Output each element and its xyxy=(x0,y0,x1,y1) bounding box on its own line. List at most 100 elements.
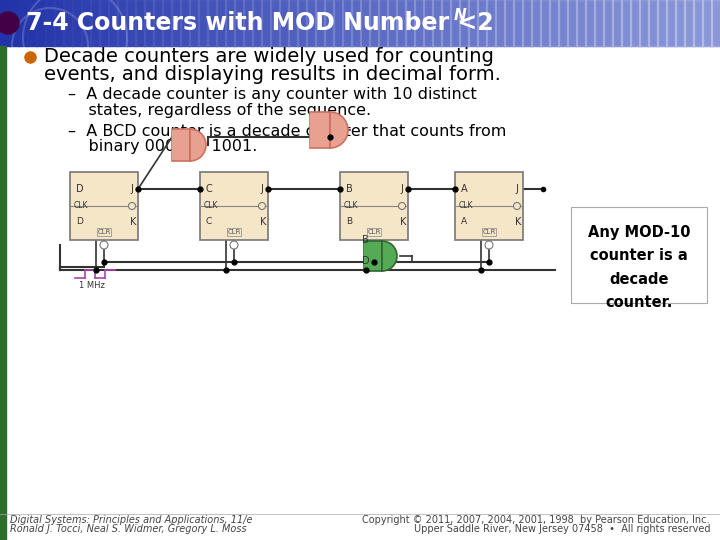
Bar xyxy=(243,0,253,46)
Bar xyxy=(531,0,541,46)
Bar xyxy=(306,0,316,46)
Bar xyxy=(486,0,496,46)
Bar xyxy=(684,0,694,46)
Bar xyxy=(360,0,370,46)
Bar xyxy=(171,0,181,46)
Circle shape xyxy=(398,202,405,210)
Text: J: J xyxy=(130,184,133,194)
FancyBboxPatch shape xyxy=(340,172,408,240)
Text: CLK: CLK xyxy=(344,201,359,211)
Text: CLR: CLR xyxy=(482,229,495,235)
Wedge shape xyxy=(382,241,397,271)
Text: D: D xyxy=(362,256,369,266)
Bar xyxy=(666,0,676,46)
Bar xyxy=(207,0,217,46)
Bar xyxy=(693,0,703,46)
Bar xyxy=(432,0,442,46)
Bar xyxy=(54,0,64,46)
Bar xyxy=(198,0,208,46)
Bar xyxy=(180,0,190,46)
Bar xyxy=(216,0,226,46)
Bar xyxy=(18,0,28,46)
Bar xyxy=(36,0,46,46)
FancyBboxPatch shape xyxy=(455,172,523,240)
Bar xyxy=(234,0,244,46)
Bar xyxy=(441,0,451,46)
Bar xyxy=(135,0,145,46)
Bar xyxy=(387,0,397,46)
Circle shape xyxy=(100,241,108,249)
Text: CLR: CLR xyxy=(367,229,381,235)
Bar xyxy=(594,0,604,46)
Bar xyxy=(342,0,352,46)
Bar xyxy=(630,0,640,46)
Bar xyxy=(495,0,505,46)
Text: CLK: CLK xyxy=(204,201,218,211)
Bar xyxy=(270,0,280,46)
Bar xyxy=(459,0,469,46)
Bar xyxy=(234,0,244,46)
Text: CLK: CLK xyxy=(74,201,89,211)
Bar xyxy=(90,0,100,46)
Bar xyxy=(405,0,415,46)
Bar xyxy=(9,0,19,46)
Bar xyxy=(486,0,496,46)
Bar xyxy=(72,0,82,46)
Bar xyxy=(342,0,352,46)
Bar xyxy=(450,0,460,46)
Bar xyxy=(243,0,253,46)
Bar xyxy=(351,0,361,46)
Bar xyxy=(711,0,720,46)
Bar xyxy=(333,0,343,46)
Bar xyxy=(702,0,712,46)
Bar xyxy=(648,0,658,46)
Bar xyxy=(477,0,487,46)
Bar xyxy=(585,0,595,46)
Bar xyxy=(108,0,118,46)
Text: D: D xyxy=(76,184,84,194)
Circle shape xyxy=(513,202,521,210)
Bar xyxy=(558,0,568,46)
Bar xyxy=(27,0,37,46)
FancyBboxPatch shape xyxy=(571,207,707,303)
Bar xyxy=(9,0,19,46)
Bar xyxy=(468,0,478,46)
Bar xyxy=(576,0,586,46)
Text: J: J xyxy=(400,184,403,194)
Bar xyxy=(711,0,720,46)
Bar xyxy=(522,0,532,46)
Bar xyxy=(117,0,127,46)
Text: Digital Systems: Principles and Applications, 11/e: Digital Systems: Principles and Applicat… xyxy=(10,515,253,525)
Bar xyxy=(540,0,550,46)
Text: C: C xyxy=(206,184,212,194)
Bar xyxy=(126,0,136,46)
Bar xyxy=(459,0,469,46)
Text: 7-4 Counters with MOD Number <2: 7-4 Counters with MOD Number <2 xyxy=(26,11,494,35)
Bar xyxy=(172,129,190,161)
Circle shape xyxy=(485,241,493,249)
Bar xyxy=(702,0,712,46)
Bar xyxy=(621,0,631,46)
Bar xyxy=(351,0,361,46)
Bar xyxy=(144,0,154,46)
Bar xyxy=(135,0,145,46)
Bar xyxy=(684,0,694,46)
Circle shape xyxy=(128,202,135,210)
Bar xyxy=(27,0,37,46)
Bar xyxy=(261,0,271,46)
Bar xyxy=(225,0,235,46)
Bar xyxy=(477,0,487,46)
Bar xyxy=(603,0,613,46)
Bar xyxy=(522,0,532,46)
Circle shape xyxy=(370,241,378,249)
Bar xyxy=(198,0,208,46)
Bar xyxy=(567,0,577,46)
Bar xyxy=(360,0,370,46)
Bar xyxy=(310,113,313,147)
Bar xyxy=(0,46,6,540)
Bar xyxy=(378,0,388,46)
Text: B: B xyxy=(362,235,369,245)
Wedge shape xyxy=(190,129,206,161)
Bar xyxy=(189,0,199,46)
Bar xyxy=(252,0,262,46)
